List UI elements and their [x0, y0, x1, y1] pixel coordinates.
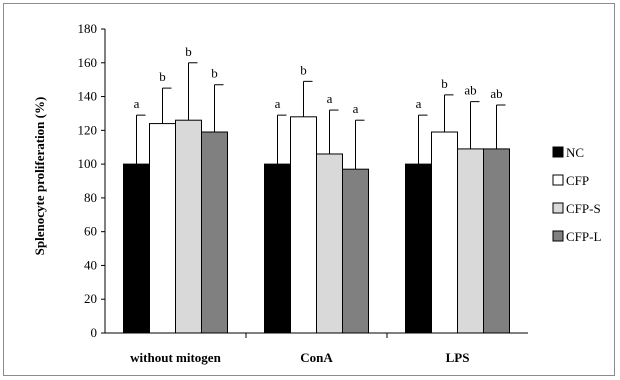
significance-label: a	[327, 91, 333, 106]
bar	[264, 163, 291, 334]
y-tick-label: 60	[84, 224, 97, 239]
significance-label: b	[185, 44, 192, 59]
y-tick-label: 40	[84, 257, 97, 272]
y-tick-label: 80	[84, 190, 97, 205]
bar	[201, 131, 228, 334]
y-tick-label: 140	[78, 89, 98, 104]
bar	[457, 148, 484, 334]
legend-label: CFP	[566, 173, 589, 188]
significance-label: ab	[490, 86, 502, 101]
y-tick-label: 100	[78, 156, 98, 171]
legend: NC CFP CFP-S CFP-L	[552, 145, 601, 244]
significance-label: ab	[464, 83, 476, 98]
significance-label: a	[416, 96, 422, 111]
y-tick-label: 160	[78, 55, 98, 70]
y-tick-label: 20	[84, 291, 97, 306]
legend-swatch	[552, 146, 564, 158]
significance-label: b	[211, 66, 218, 81]
significance-label: b	[300, 62, 307, 77]
bar	[483, 148, 510, 334]
category-label: without mitogen	[130, 350, 221, 365]
significance-label: b	[441, 76, 448, 91]
bar	[405, 163, 432, 334]
legend-label: CFP-L	[566, 229, 601, 244]
axes: 0 20 40 60 80 100 120 140 160 180	[78, 21, 528, 340]
bar	[175, 119, 202, 334]
bar	[290, 116, 317, 334]
bar	[123, 163, 150, 334]
legend-label: NC	[566, 145, 584, 160]
legend-swatch	[552, 174, 564, 186]
significance-label: b	[159, 69, 166, 84]
significance-label: a	[275, 96, 281, 111]
chart-frame: 0 20 40 60 80 100 120 140 160 180 a b b b without mit…	[3, 3, 615, 376]
y-tick-label: 0	[91, 325, 98, 340]
category-label: ConA	[300, 350, 333, 365]
bar	[431, 131, 458, 334]
legend-swatch	[552, 230, 564, 242]
y-tick-label: 120	[78, 122, 98, 137]
y-tick-label: 180	[78, 21, 98, 36]
significance-label: a	[353, 101, 359, 116]
category-label: LPS	[446, 350, 470, 365]
bar	[316, 153, 343, 334]
significance-label: a	[134, 96, 140, 111]
bar	[342, 168, 369, 334]
bar	[149, 123, 176, 334]
legend-label: CFP-S	[566, 201, 601, 216]
legend-swatch	[552, 202, 564, 214]
y-axis-label: Splenocyte proliferation (%)	[32, 97, 47, 256]
